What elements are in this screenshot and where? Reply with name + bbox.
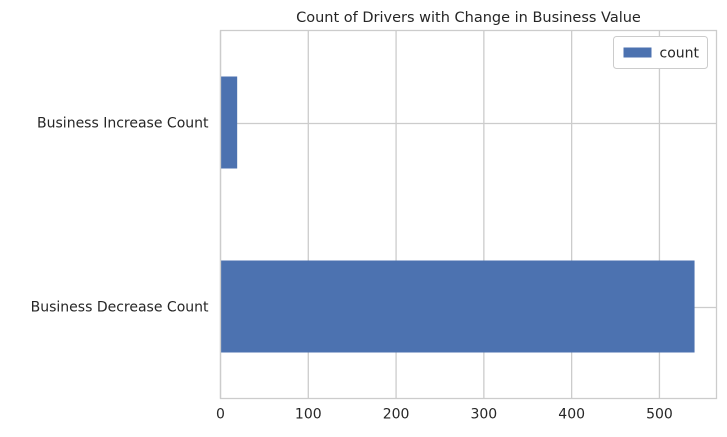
x-tick-label: 500: [646, 407, 673, 423]
legend: count: [613, 36, 708, 69]
x-tick-label: 300: [470, 407, 497, 423]
category-labels: Business Decrease Count Business Increase…: [31, 116, 209, 316]
category-label: Business Decrease Count: [31, 300, 209, 316]
category-label: Business Increase Count: [37, 116, 209, 132]
legend-swatch: [623, 47, 652, 58]
bar-business-decrease-count: [220, 260, 695, 353]
bar-business-increase-count: [220, 76, 238, 169]
plot-frame: [219, 29, 718, 400]
legend-label: count: [660, 46, 700, 62]
legend-box: [613, 36, 708, 69]
chart-title: Count of Drivers with Change in Business…: [296, 10, 641, 26]
x-tick-labels: 0 100 200 300 400 500: [216, 407, 673, 423]
x-tick-label: 200: [383, 407, 410, 423]
x-tick-label: 100: [295, 407, 322, 423]
bars-layer: [220, 76, 695, 353]
x-tick-label: 0: [216, 407, 225, 423]
x-tick-label: 400: [558, 407, 585, 423]
